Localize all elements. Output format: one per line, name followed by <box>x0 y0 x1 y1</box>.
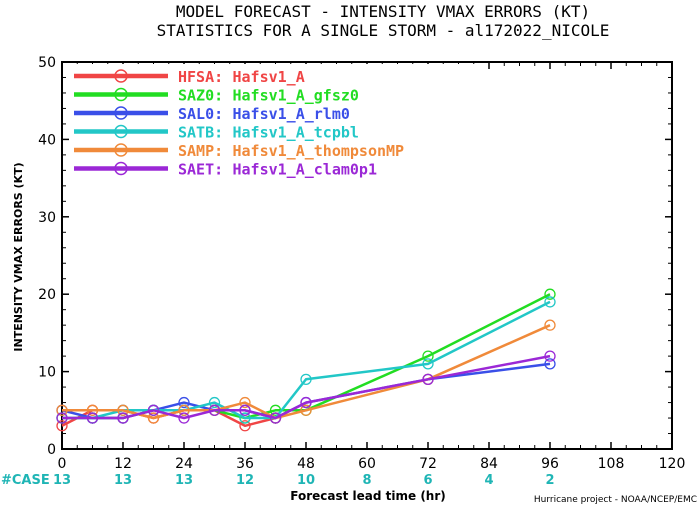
data-point <box>239 420 251 432</box>
x-tick-label: 108 <box>598 456 625 472</box>
x-tick-label: 12 <box>114 456 132 472</box>
y-tick-label: 40 <box>38 132 56 148</box>
data-point <box>56 404 68 416</box>
legend-swatch-marker <box>114 106 128 120</box>
case-count: 13 <box>53 473 71 488</box>
legend-item-samp: SAMP: Hafsv1_A_thompsonMP <box>74 142 404 160</box>
legend-swatch-marker <box>114 143 128 157</box>
data-point <box>239 396 251 409</box>
case-count: 10 <box>297 473 315 488</box>
legend-swatch-marker <box>114 69 128 83</box>
data-point <box>422 373 434 385</box>
data-point <box>300 373 312 385</box>
legend-series-desc: Hafsv1_A_rlm0 <box>233 105 350 123</box>
legend-swatch-marker <box>114 161 128 176</box>
y-axis-label: INTENSITY VMAX ERRORS (KT) <box>12 162 25 351</box>
x-tick-label: 0 <box>58 456 67 472</box>
data-point <box>544 296 556 308</box>
case-count: 13 <box>175 473 193 488</box>
x-tick-label: 72 <box>419 456 437 472</box>
y-tick-label: 20 <box>38 287 56 303</box>
legend: HFSA: Hafsv1_A SAZ0: Hafsv1_A_gfsz0 SAL0: Haf… <box>70 64 480 186</box>
data-point <box>117 412 129 424</box>
case-count: 8 <box>362 473 371 488</box>
case-row-label: #CASE <box>1 473 50 488</box>
data-point <box>56 412 68 424</box>
x-axis-label: Forecast lead time (hr) <box>290 489 446 503</box>
legend-series-desc: Hafsv1_A_thompsonMP <box>233 142 405 160</box>
legend-series-desc: Hafsv1_A_tcpbl <box>233 124 359 142</box>
legend-series-code: SAET: <box>178 161 223 179</box>
y-tick-label: 50 <box>38 55 56 71</box>
data-point <box>56 420 68 432</box>
y-tick-label: 30 <box>38 210 56 226</box>
x-tick-label: 24 <box>175 456 193 472</box>
x-tick-label: 60 <box>358 456 376 472</box>
series-line <box>62 293 551 420</box>
data-point <box>300 396 312 409</box>
y-tick-label: 0 <box>47 442 56 458</box>
case-count: 13 <box>114 473 132 488</box>
data-point <box>147 404 160 416</box>
data-point <box>300 404 312 416</box>
data-point <box>178 412 190 424</box>
legend-swatch-marker <box>114 124 128 139</box>
legend-box <box>70 64 480 186</box>
series-saet <box>56 350 556 424</box>
data-point <box>269 412 282 424</box>
data-point <box>544 350 556 362</box>
series-line <box>62 300 551 420</box>
data-point <box>544 288 556 300</box>
series-satb <box>56 296 556 424</box>
legend-swatch-marker <box>114 87 128 102</box>
data-point <box>178 396 190 409</box>
x-tick-label: 84 <box>480 456 498 472</box>
legend-item-saz0: SAZ0: Hafsv1_A_gfsz0 <box>74 87 359 105</box>
legend-series-code: SAMP: <box>178 142 223 160</box>
data-point <box>239 404 251 416</box>
legend-series-desc: Hafsv1_A <box>233 68 305 86</box>
chart-subtitle: STATISTICS FOR A SINGLE STORM - al172022… <box>157 21 610 40</box>
data-point <box>239 412 251 424</box>
legend-item-hfsa: HFSA: Hafsv1_A <box>74 68 305 86</box>
data-point <box>86 404 99 416</box>
data-point <box>117 404 129 416</box>
series-line <box>62 354 551 420</box>
legend-item-satb: SATB: Hafsv1_A_tcpbl <box>74 124 359 142</box>
legend-item-sal0: SAL0: Hafsv1_A_rlm0 <box>74 105 350 123</box>
footer-credit: Hurricane project - NOAA/NCEP/EMC <box>534 495 697 505</box>
case-count: 2 <box>545 473 554 488</box>
legend-series-desc: Hafsv1_A_gfsz0 <box>233 87 359 105</box>
x-tick-label: 48 <box>297 456 315 472</box>
data-point <box>208 396 221 409</box>
data-point <box>422 358 434 370</box>
case-count: 6 <box>423 473 432 488</box>
series-layer <box>56 288 556 432</box>
y-tick-label: 10 <box>38 365 56 381</box>
x-tick-label: 120 <box>659 456 686 472</box>
data-point <box>147 412 160 424</box>
data-point <box>86 412 99 424</box>
x-tick-label: 96 <box>541 456 559 472</box>
legend-series-code: SAL0: <box>178 105 223 123</box>
data-point <box>422 350 434 362</box>
legend-series-desc: Hafsv1_A_clam0p1 <box>233 161 378 179</box>
data-point <box>544 358 556 370</box>
data-point <box>178 404 190 416</box>
data-point <box>544 319 556 331</box>
legend-series-code: HFSA: <box>178 68 223 86</box>
chart-title: MODEL FORECAST - INTENSITY VMAX ERRORS (… <box>176 2 590 21</box>
case-count: 4 <box>484 473 493 488</box>
legend-series-code: SATB: <box>178 124 223 142</box>
x-tick-label: 36 <box>236 456 254 472</box>
case-count: 12 <box>236 473 254 488</box>
legend-item-saet: SAET: Hafsv1_A_clam0p1 <box>74 161 377 179</box>
legend-series-code: SAZ0: <box>178 87 223 105</box>
data-point <box>208 404 221 416</box>
